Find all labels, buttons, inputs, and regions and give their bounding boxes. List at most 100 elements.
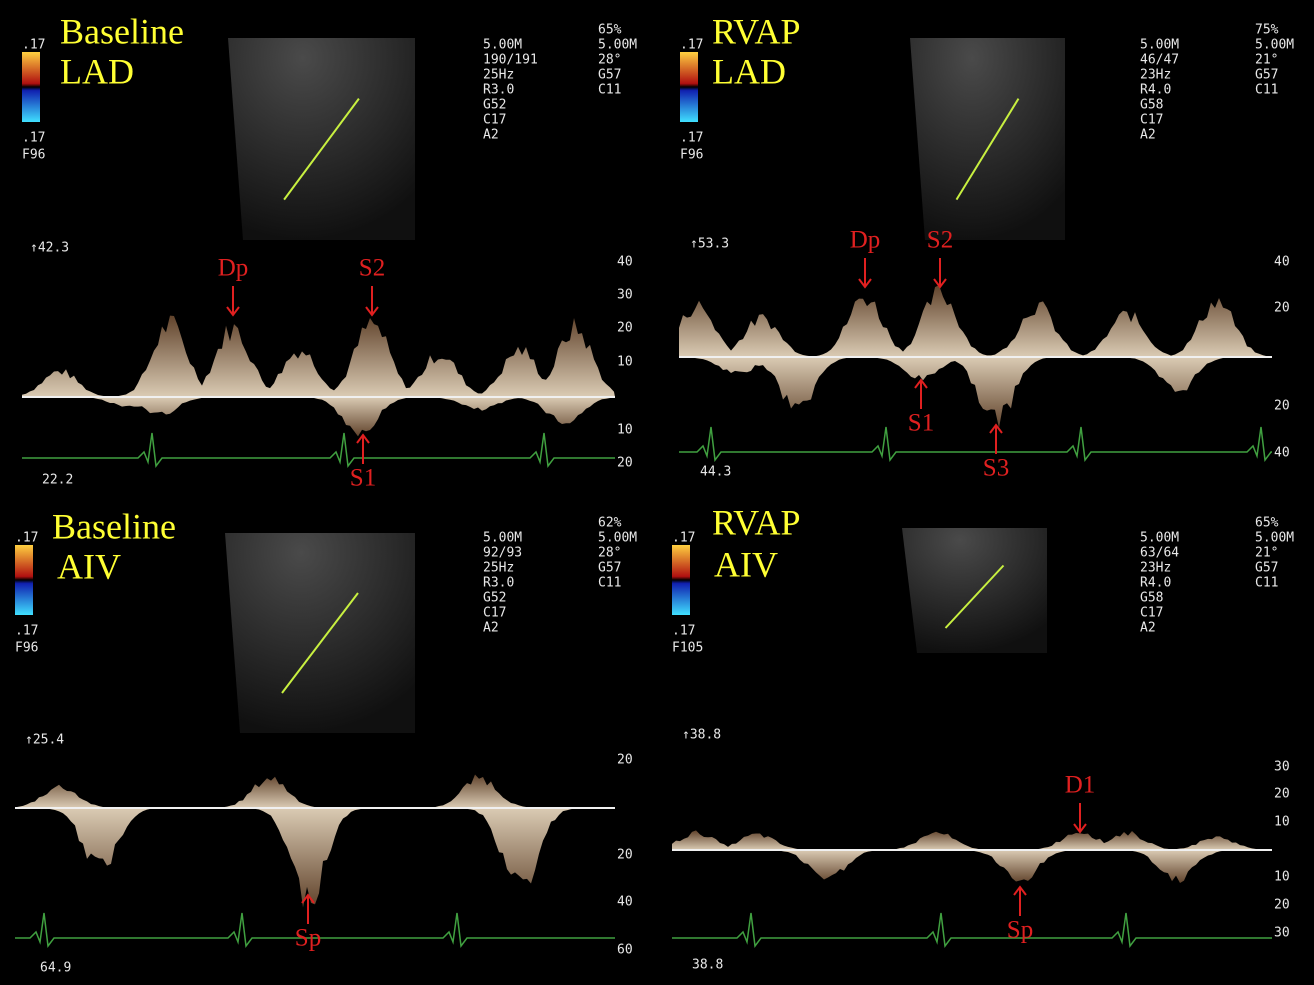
- setting: 5.00M: [598, 38, 637, 53]
- annotation: D1: [1065, 772, 1096, 799]
- ecg-trace: [672, 913, 1272, 946]
- annotation: Sp: [295, 925, 321, 952]
- echo-image: [225, 533, 415, 733]
- setting: 23Hz: [1140, 561, 1171, 576]
- setting: R4.0: [1140, 576, 1171, 591]
- annotation: S1: [350, 465, 376, 492]
- setting: 23Hz: [1140, 68, 1171, 83]
- axis-label: 20: [1274, 301, 1290, 316]
- annotation-arrow: [366, 286, 378, 315]
- depth-top: ↑53.3: [690, 237, 729, 252]
- echo-image: [902, 528, 1047, 653]
- setting: A2: [1140, 621, 1156, 636]
- depth-top: ↑42.3: [30, 241, 69, 256]
- depth-top: ↑25.4: [25, 733, 64, 748]
- setting: 5.00M: [1140, 531, 1179, 546]
- scale-label: F96: [22, 148, 45, 163]
- setting: 190/191: [483, 53, 538, 68]
- echo-image: [228, 38, 415, 240]
- scale-label: .17: [680, 38, 703, 53]
- setting: G58: [1140, 591, 1163, 606]
- scale-label: F96: [15, 641, 38, 656]
- doppler-spectrum: [22, 397, 615, 436]
- annotation-arrow: [227, 286, 239, 315]
- panel-title: LAD: [712, 51, 786, 91]
- axis-label: 40: [1274, 446, 1290, 461]
- setting: 28°: [598, 53, 621, 68]
- axis-label: 40: [617, 255, 633, 270]
- axis-label: 10: [617, 423, 633, 438]
- annotation-arrow: [1074, 803, 1086, 832]
- axis-label: 10: [1274, 815, 1290, 830]
- setting: G57: [598, 561, 621, 576]
- setting: 65%: [1255, 516, 1279, 531]
- panel-title: Baseline: [60, 11, 184, 51]
- setting: C17: [483, 606, 506, 621]
- color-bar: [22, 52, 40, 122]
- scale-label: .17: [22, 38, 45, 53]
- setting: A2: [483, 128, 499, 143]
- setting: G58: [1140, 98, 1163, 113]
- page: BaselineLAD.17.17F965.00M190/19125HzR3.0…: [0, 0, 1314, 985]
- annotation-arrow: [859, 258, 871, 287]
- setting: G57: [1255, 68, 1278, 83]
- depth-bottom: 38.8: [692, 958, 723, 973]
- color-bar: [680, 52, 698, 122]
- annotation: Dp: [218, 255, 249, 282]
- panel-title: Baseline: [52, 506, 176, 546]
- setting: C11: [598, 83, 621, 98]
- doppler-spectrum: [679, 357, 1272, 428]
- scale-label: .17: [680, 131, 703, 146]
- setting: A2: [483, 621, 499, 636]
- annotation: S2: [359, 255, 385, 282]
- panel-title: AIV: [714, 544, 778, 584]
- setting: C17: [483, 113, 506, 128]
- axis-label: 10: [617, 355, 633, 370]
- setting: 5.00M: [598, 531, 637, 546]
- setting: C17: [1140, 113, 1163, 128]
- scale-label: F96: [680, 148, 703, 163]
- setting: A2: [1140, 128, 1156, 143]
- setting: R3.0: [483, 83, 514, 98]
- depth-bottom: 22.2: [42, 473, 73, 488]
- annotation: S3: [983, 455, 1009, 482]
- setting: 5.00M: [483, 531, 522, 546]
- setting: 62%: [598, 516, 622, 531]
- axis-label: 30: [1274, 926, 1290, 941]
- depth-bottom: 64.9: [40, 961, 71, 976]
- annotation-arrow: [1014, 887, 1026, 916]
- setting: 75%: [1255, 23, 1279, 38]
- scale-label: .17: [672, 531, 695, 546]
- echo-image: [910, 38, 1065, 240]
- setting: G52: [483, 98, 506, 113]
- depth-bottom: 44.3: [700, 465, 731, 480]
- figure: BaselineLAD.17.17F965.00M190/19125HzR3.0…: [0, 0, 1314, 985]
- setting: C11: [598, 576, 621, 591]
- setting: R3.0: [483, 576, 514, 591]
- axis-label: 10: [1274, 870, 1290, 885]
- axis-label: 30: [1274, 760, 1290, 775]
- setting: C11: [1255, 576, 1278, 591]
- scale-label: .17: [22, 131, 45, 146]
- axis-label: 20: [617, 753, 633, 768]
- color-bar: [672, 545, 690, 615]
- panel: BaselineLAD.17.17F965.00M190/19125HzR3.0…: [22, 11, 637, 491]
- axis-label: 40: [617, 895, 633, 910]
- setting: C17: [1140, 606, 1163, 621]
- setting: 65%: [598, 23, 622, 38]
- panel: RVAPLAD.17.17F965.00M46/4723HzR4.0G58C17…: [679, 11, 1294, 481]
- depth-top: ↑38.8: [682, 728, 721, 743]
- setting: G57: [1255, 561, 1278, 576]
- axis-label: 20: [617, 321, 633, 336]
- annotation-arrow: [934, 258, 946, 287]
- ecg-trace: [22, 433, 615, 466]
- panel: RVAPAIV.17.17F1055.00M63/6423HzR4.0G58C1…: [672, 502, 1294, 972]
- scale-label: .17: [15, 531, 38, 546]
- scale-label: .17: [672, 624, 695, 639]
- axis-label: 20: [1274, 898, 1290, 913]
- axis-label: 20: [1274, 787, 1290, 802]
- annotation-arrow: [357, 435, 369, 464]
- setting: 63/64: [1140, 546, 1179, 561]
- axis-label: 20: [617, 848, 633, 863]
- doppler-spectrum: [22, 316, 615, 397]
